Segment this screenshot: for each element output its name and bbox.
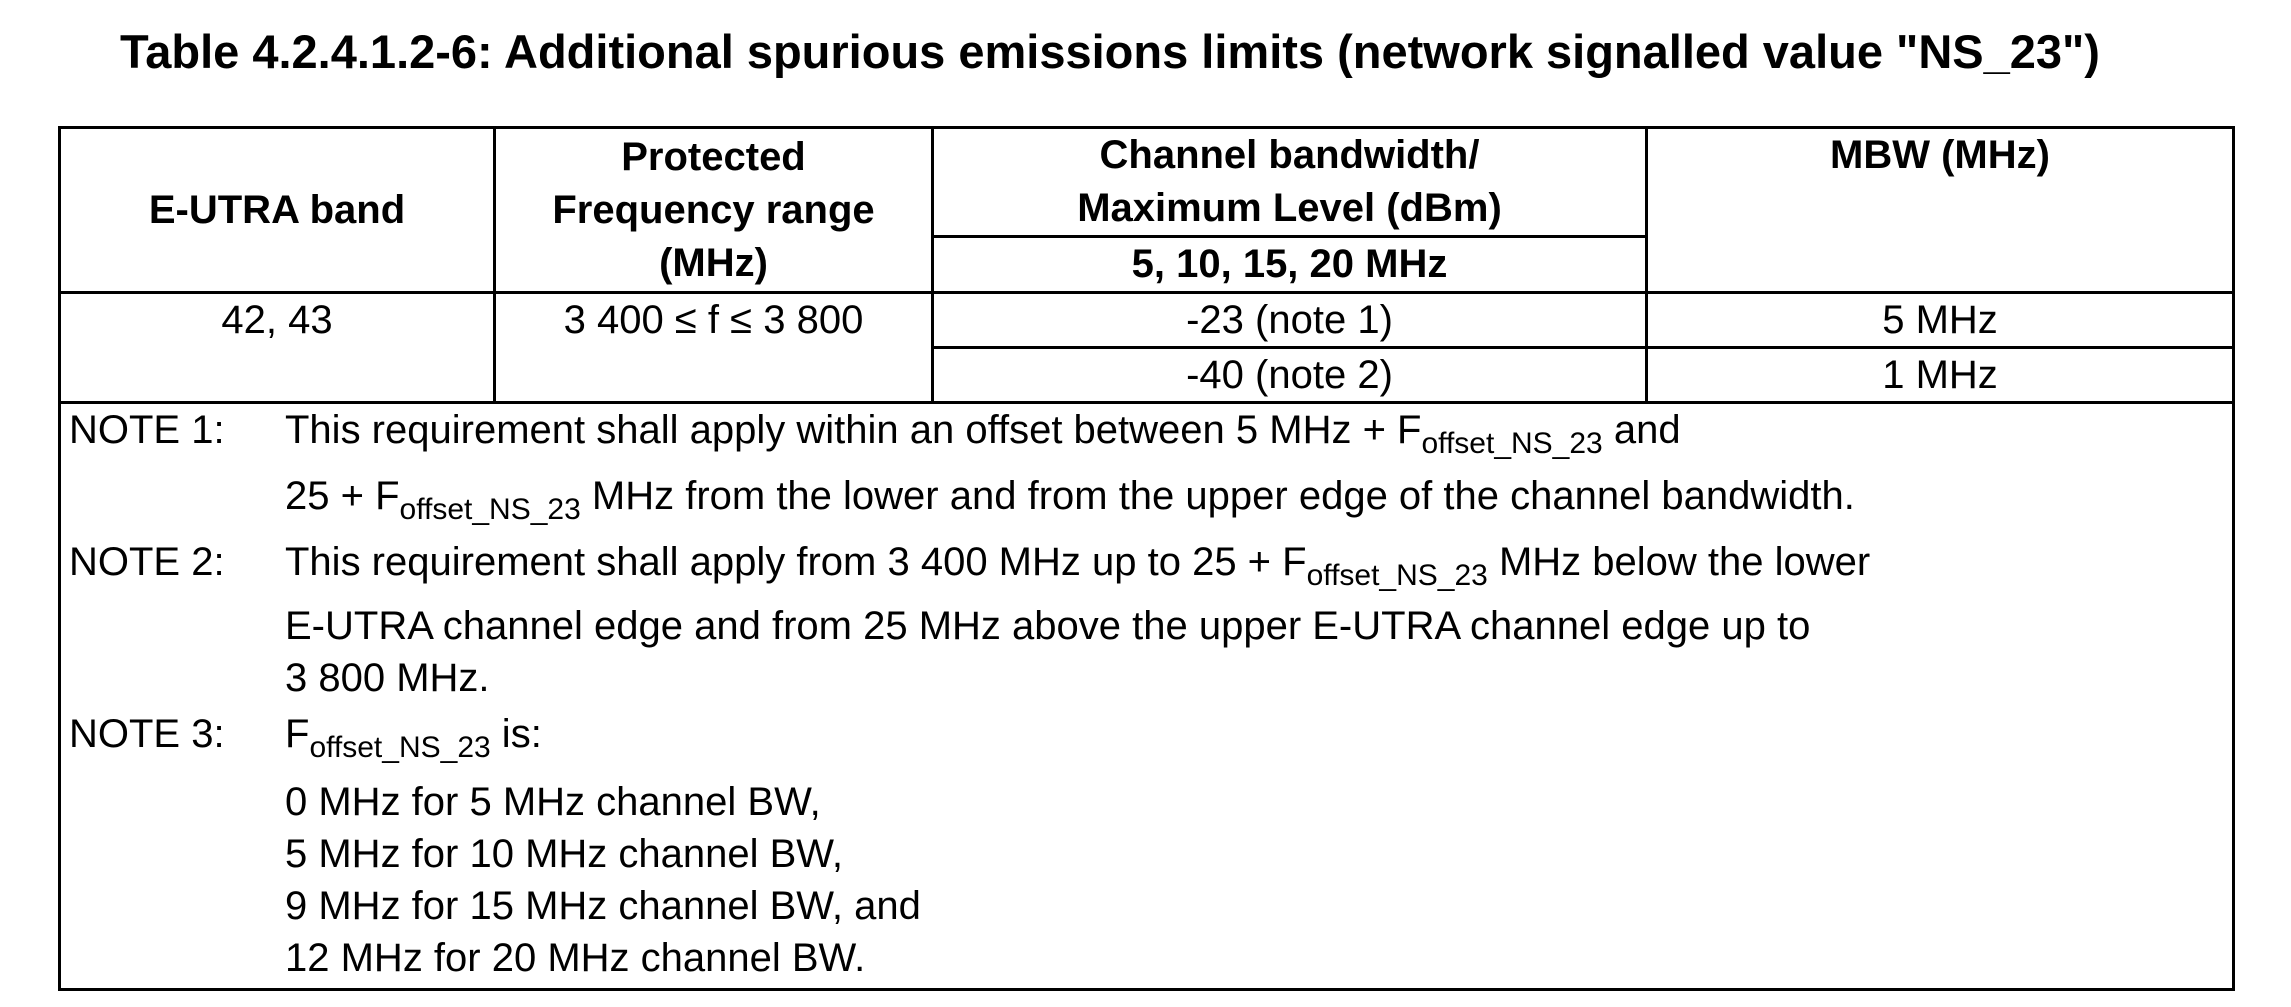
cell-level-note1: -23 (note 1) [931,291,1648,349]
note-1-line-2: 25 + Foffset_NS_23 MHz from the lower an… [285,474,1855,526]
note-1-line-1: This requirement shall apply within an o… [285,408,1681,460]
cell-level-note2: -40 (note 2) [931,346,1648,404]
note-2-line-2: E-UTRA channel edge and from 25 MHz abov… [285,604,1811,648]
note-1: NOTE 1: This requirement shall apply wit… [61,404,2232,526]
table-title: Table 4.2.4.1.2-6: Additional spurious e… [120,25,2100,78]
cell-mbw-1mhz: 1 MHz [1645,346,2235,404]
note-3-item: 0 MHz for 5 MHz channel BW, [285,780,821,824]
spurious-emissions-table: E-UTRA band Protected Frequency range (M… [58,126,2235,991]
note-2-label: NOTE 2: [69,540,225,584]
note-3-line-1: Foffset_NS_23 is: [285,712,542,764]
cell-frequency-range: 3 400 ≤ f ≤ 3 800 [493,291,934,404]
note-1-label: NOTE 1: [69,408,225,452]
note-3-item: 12 MHz for 20 MHz channel BW. [285,936,866,980]
header-channel-bandwidths: 5, 10, 15, 20 MHz [931,235,1648,294]
header-mbw: MBW (MHz) [1645,126,2235,294]
note-2-line-3: 3 800 MHz. [285,656,490,700]
header-eutra-band: E-UTRA band [58,126,496,294]
cell-band: 42, 43 [58,291,496,404]
note-3-label: NOTE 3: [69,712,225,756]
header-channel-bandwidth-max-level: Channel bandwidth/ Maximum Level (dBm) [931,126,1648,238]
header-protected-frequency-range: Protected Frequency range (MHz) [493,126,934,294]
note-3-item: 5 MHz for 10 MHz channel BW, [285,832,843,876]
notes-section: NOTE 1: This requirement shall apply wit… [58,401,2235,991]
note-2: NOTE 2: This requirement shall apply fro… [61,536,2232,704]
note-3-item: 9 MHz for 15 MHz channel BW, and [285,884,921,928]
note-3: NOTE 3: Foffset_NS_23 is: 0 MHz for 5 MH… [61,708,2232,982]
note-2-line-1: This requirement shall apply from 3 400 … [285,540,1871,592]
cell-mbw-5mhz: 5 MHz [1645,291,2235,349]
